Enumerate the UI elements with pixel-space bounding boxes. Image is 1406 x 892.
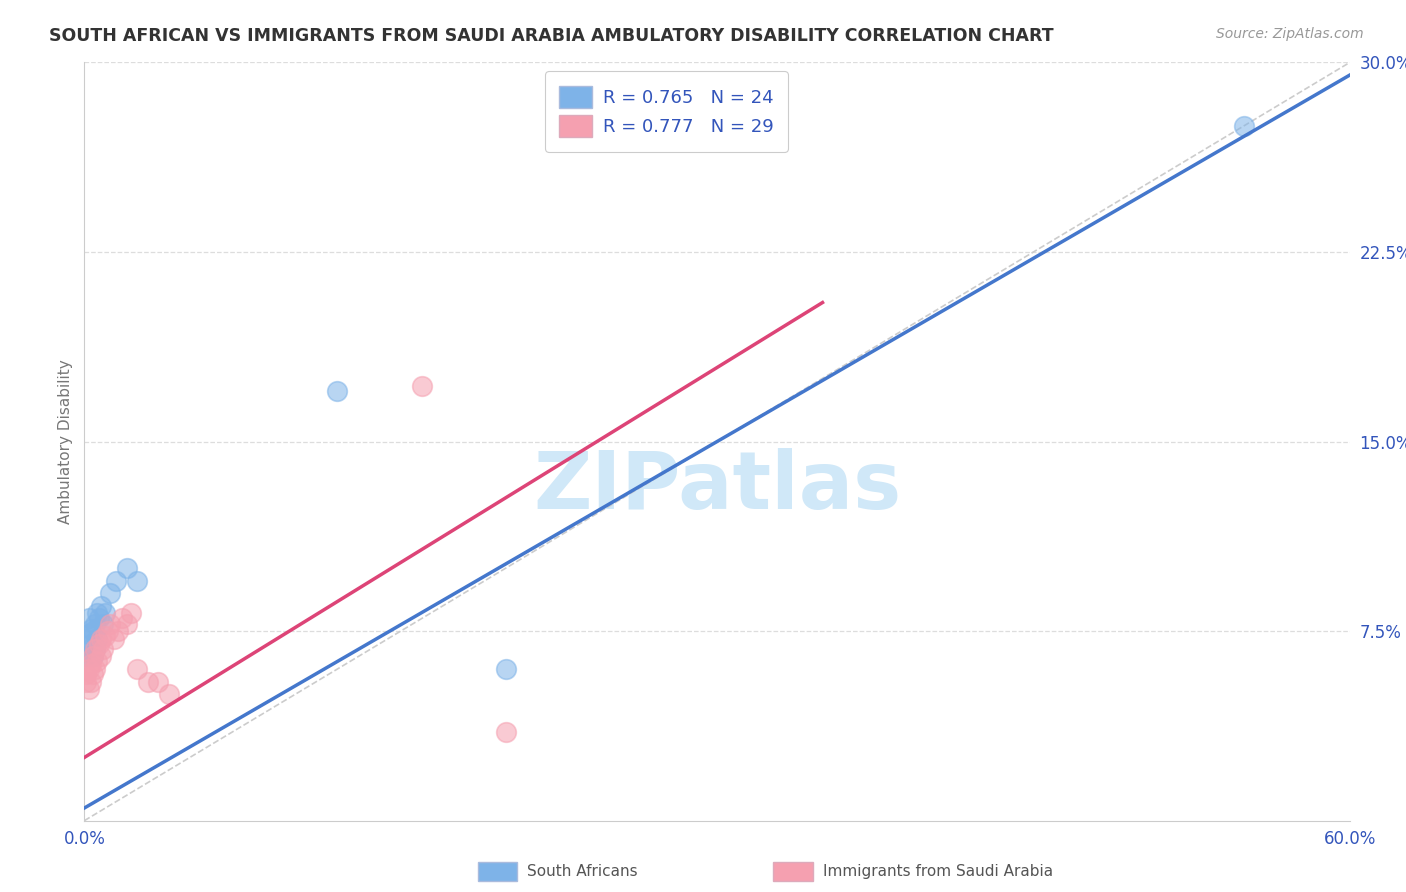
- Point: [326, 384, 349, 398]
- Point: [79, 674, 103, 689]
- Point: [84, 641, 107, 656]
- Point: [76, 667, 98, 681]
- Point: [77, 662, 100, 676]
- Point: [87, 637, 111, 651]
- Point: [94, 629, 117, 643]
- Point: [111, 611, 134, 625]
- Point: [127, 662, 149, 676]
- Point: [1233, 119, 1256, 133]
- Point: [411, 379, 433, 393]
- Point: [105, 574, 127, 588]
- Point: [495, 662, 517, 676]
- Point: [84, 641, 107, 656]
- Point: [90, 632, 112, 646]
- Point: [77, 641, 100, 656]
- Point: [127, 574, 149, 588]
- Point: [77, 682, 100, 697]
- Point: [107, 624, 129, 639]
- Point: [93, 641, 115, 656]
- Point: [148, 674, 170, 689]
- Point: [84, 616, 107, 631]
- Point: [82, 624, 104, 639]
- Point: [98, 586, 121, 600]
- Point: [115, 561, 138, 575]
- Point: [495, 725, 517, 739]
- Point: [79, 637, 103, 651]
- Point: [94, 607, 117, 621]
- Point: [103, 632, 125, 646]
- Text: SOUTH AFRICAN VS IMMIGRANTS FROM SAUDI ARABIA AMBULATORY DISABILITY CORRELATION : SOUTH AFRICAN VS IMMIGRANTS FROM SAUDI A…: [49, 27, 1054, 45]
- Text: Immigrants from Saudi Arabia: Immigrants from Saudi Arabia: [823, 864, 1053, 879]
- Point: [79, 622, 103, 636]
- Point: [77, 626, 100, 640]
- Point: [93, 616, 115, 631]
- Point: [136, 674, 159, 689]
- Text: South Africans: South Africans: [527, 864, 638, 879]
- Point: [82, 649, 104, 664]
- Point: [86, 632, 108, 646]
- Point: [87, 611, 111, 625]
- Point: [86, 655, 108, 669]
- Point: [76, 649, 98, 664]
- Point: [79, 657, 103, 671]
- Point: [76, 632, 98, 646]
- Point: [115, 616, 138, 631]
- Text: ZIPatlas: ZIPatlas: [533, 448, 901, 526]
- Point: [98, 616, 121, 631]
- Point: [77, 611, 100, 625]
- Point: [76, 674, 98, 689]
- Point: [82, 649, 104, 664]
- Point: [84, 662, 107, 676]
- Y-axis label: Ambulatory Disability: Ambulatory Disability: [58, 359, 73, 524]
- Point: [157, 687, 180, 701]
- Point: [120, 607, 142, 621]
- Point: [90, 599, 112, 613]
- Legend: R = 0.765   N = 24, R = 0.777   N = 29: R = 0.765 N = 24, R = 0.777 N = 29: [546, 71, 787, 152]
- Point: [86, 607, 108, 621]
- Text: Source: ZipAtlas.com: Source: ZipAtlas.com: [1216, 27, 1364, 41]
- Point: [96, 624, 118, 639]
- Point: [90, 649, 112, 664]
- Point: [82, 667, 104, 681]
